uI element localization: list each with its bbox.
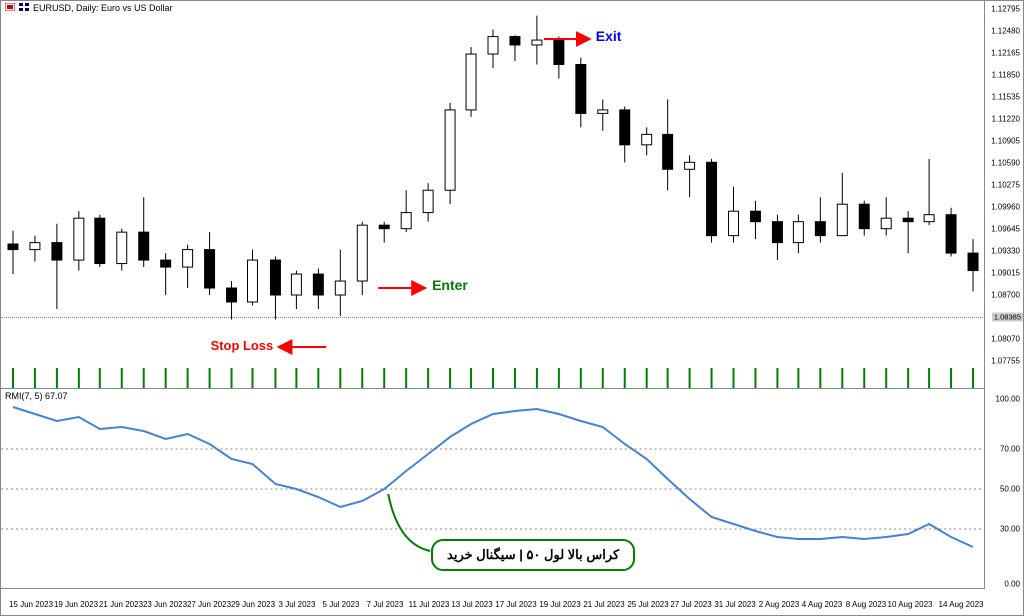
y-tick-label: 50.00	[1000, 485, 1020, 494]
signal-callout: کراس بالا لول ۵۰ | سیگنال خرید	[431, 539, 635, 571]
svg-text:Exit: Exit	[596, 28, 622, 44]
y-tick-label: 1.11220	[992, 115, 1020, 124]
x-tick-label: 2 Aug 2023	[759, 600, 799, 609]
y-tick-label: 1.08070	[991, 335, 1020, 344]
x-tick-label: 8 Aug 2023	[846, 600, 886, 609]
y-tick-label: 30.00	[1000, 525, 1020, 534]
y-tick-label: 100.00	[996, 395, 1020, 404]
x-tick-label: 15 Jun 2023	[9, 600, 53, 609]
x-tick-label: 19 Jul 2023	[539, 600, 580, 609]
y-tick-label: 1.07755	[991, 357, 1020, 366]
x-tick-label: 11 Jul 2023	[409, 600, 450, 609]
y-tick-label: 1.11535	[992, 93, 1020, 102]
y-tick-label: 1.09645	[991, 225, 1020, 234]
y-tick-label: 1.10905	[991, 137, 1020, 146]
main-candlestick-chart[interactable]: EURUSD, Daily: Euro vs US Dollar ExitEnt…	[1, 1, 985, 389]
y-tick-label: 70.00	[1000, 445, 1020, 454]
svg-text:Enter: Enter	[432, 277, 468, 293]
x-tick-label: 31 Jul 2023	[714, 600, 755, 609]
x-tick-label: 13 Jul 2023	[451, 600, 492, 609]
y-tick-label: 0.00	[1004, 580, 1020, 589]
y-axis-indicator: 100.00 70.00 50.00 30.00 0.00	[984, 389, 1023, 589]
x-tick-label: 27 Jul 2023	[670, 600, 711, 609]
x-tick-label: 25 Jul 2023	[627, 600, 668, 609]
y-axis-price: 1.12795 1.12480 1.12165 1.11850 1.11535 1.112…	[984, 1, 1023, 388]
candles-svg: Exit Enter Stop Loss	[1, 1, 985, 388]
x-tick-label: 19 Jun 2023	[54, 600, 98, 609]
indicator-chart[interactable]: RMI(7, 5) 67.07 کراس بالا لول ۵۰ | سیگنا…	[1, 389, 985, 590]
y-tick-label: 1.09015	[991, 269, 1020, 278]
x-tick-label: 14 Aug 2023	[939, 600, 984, 609]
x-tick-label: 10 Aug 2023	[888, 600, 933, 609]
x-tick-label: 4 Aug 2023	[802, 600, 842, 609]
x-tick-label: 17 Jul 2023	[495, 600, 536, 609]
y-tick-label: 1.10275	[991, 181, 1020, 190]
x-tick-label: 23 Jun 2023	[143, 600, 187, 609]
y-tick-label: 1.09330	[991, 247, 1020, 256]
chart-container: EURUSD, Daily: Euro vs US Dollar ExitEnt…	[0, 0, 1024, 616]
y-tick-label: 1.09960	[991, 203, 1020, 212]
current-price-marker: 1.08385	[992, 313, 1023, 322]
y-tick-label: 1.12795	[991, 5, 1020, 14]
x-tick-label: 3 Jul 2023	[279, 600, 316, 609]
x-tick-label: 21 Jun 2023	[99, 600, 143, 609]
x-tick-label: 29 Jun 2023	[231, 600, 275, 609]
y-tick-label: 1.10590	[991, 159, 1020, 168]
y-tick-label: 1.12480	[991, 27, 1020, 36]
x-tick-label: 5 Jul 2023	[323, 600, 360, 609]
x-axis-time: 15 Jun 202319 Jun 202321 Jun 202323 Jun …	[1, 588, 985, 615]
x-tick-label: 27 Jun 2023	[187, 600, 231, 609]
x-tick-label: 7 Jul 2023	[367, 600, 404, 609]
y-tick-label: 1.08700	[991, 291, 1020, 300]
y-tick-label: 1.12165	[991, 49, 1020, 58]
svg-text:Stop Loss: Stop Loss	[211, 338, 274, 353]
y-tick-label: 1.11850	[992, 71, 1020, 80]
x-tick-label: 21 Jul 2023	[583, 600, 624, 609]
